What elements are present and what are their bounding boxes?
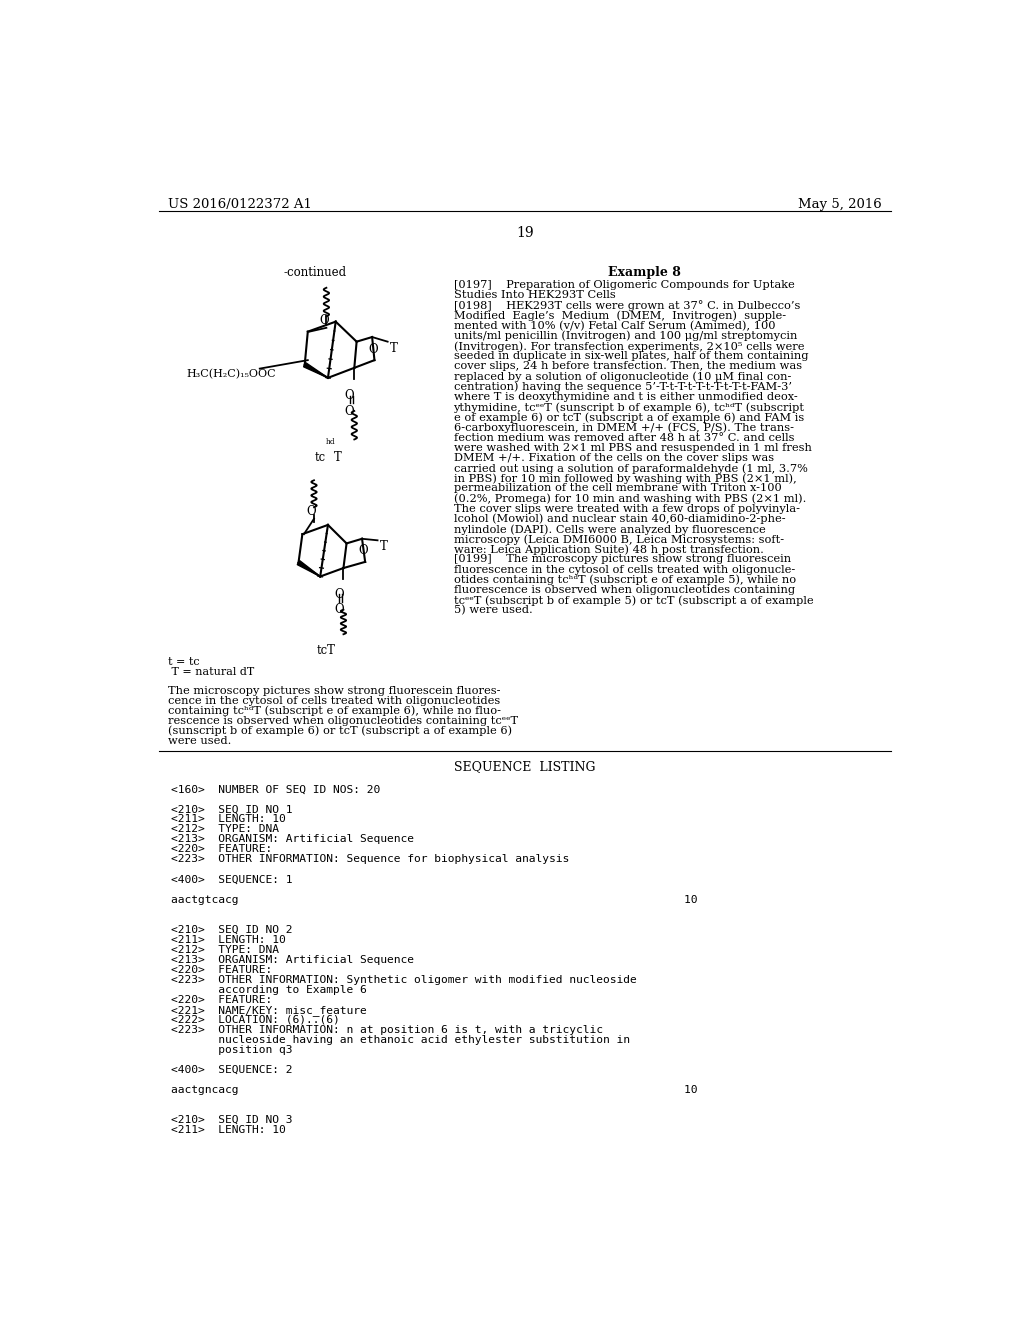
- Text: fluorescence is observed when oligonucleotides containing: fluorescence is observed when oligonucle…: [454, 585, 795, 595]
- Text: microscopy (Leica DMI6000 B, Leica Microsystems: soft-: microscopy (Leica DMI6000 B, Leica Micro…: [454, 535, 783, 545]
- Text: 5) were used.: 5) were used.: [454, 606, 532, 615]
- Text: O: O: [334, 589, 344, 601]
- Text: aactgncacg                                                                  10: aactgncacg 10: [171, 1085, 697, 1094]
- Text: tcT: tcT: [316, 644, 335, 656]
- Text: in PBS) for 10 min followed by washing with PBS (2×1 ml),: in PBS) for 10 min followed by washing w…: [454, 473, 797, 483]
- Text: were used.: were used.: [168, 737, 231, 746]
- Text: O: O: [319, 314, 329, 326]
- Text: <212>  TYPE: DNA: <212> TYPE: DNA: [171, 825, 279, 834]
- Text: tcᵉᵉT (subscript b of example 5) or tcT (subscript a of example: tcᵉᵉT (subscript b of example 5) or tcT …: [454, 595, 813, 606]
- Text: rescence is observed when oligonucleotides containing tcᵉᵉT: rescence is observed when oligonucleotid…: [168, 715, 518, 726]
- Text: T: T: [390, 342, 398, 355]
- Text: O: O: [344, 389, 353, 403]
- Text: (sunscript b of example 6) or tcT (subscript a of example 6): (sunscript b of example 6) or tcT (subsc…: [168, 726, 512, 737]
- Text: mented with 10% (v/v) Fetal Calf Serum (Amimed), 100: mented with 10% (v/v) Fetal Calf Serum (…: [454, 321, 775, 331]
- Text: O: O: [358, 544, 369, 557]
- Text: May 5, 2016: May 5, 2016: [798, 198, 882, 211]
- Text: <223>  OTHER INFORMATION: n at position 6 is t, with a tricyclic: <223> OTHER INFORMATION: n at position 6…: [171, 1024, 603, 1035]
- Text: units/ml penicillin (Invitrogen) and 100 μg/ml streptomycin: units/ml penicillin (Invitrogen) and 100…: [454, 331, 797, 342]
- Polygon shape: [303, 363, 328, 378]
- Text: <220>  FEATURE:: <220> FEATURE:: [171, 995, 272, 1005]
- Text: <210>  SEQ ID NO 1: <210> SEQ ID NO 1: [171, 804, 292, 814]
- Text: [0198]    HEK293T cells were grown at 37° C. in Dulbecco’s: [0198] HEK293T cells were grown at 37° C…: [454, 301, 800, 312]
- Text: fection medium was removed after 48 h at 37° C. and cells: fection medium was removed after 48 h at…: [454, 433, 794, 442]
- Text: were washed with 2×1 ml PBS and resuspended in 1 ml fresh: were washed with 2×1 ml PBS and resuspen…: [454, 442, 811, 453]
- Text: <400>  SEQUENCE: 2: <400> SEQUENCE: 2: [171, 1065, 292, 1074]
- Text: <212>  TYPE: DNA: <212> TYPE: DNA: [171, 945, 279, 954]
- Text: DMEM +/+. Fixation of the cells on the cover slips was: DMEM +/+. Fixation of the cells on the c…: [454, 453, 773, 463]
- Text: (Invitrogen). For transfection experiments, 2×10⁵ cells were: (Invitrogen). For transfection experimen…: [454, 341, 804, 351]
- Text: Modified  Eagle’s  Medium  (DMEM,  Invitrogen)  supple-: Modified Eagle’s Medium (DMEM, Invitroge…: [454, 310, 785, 321]
- Text: nylindole (DAPI). Cells were analyzed by fluorescence: nylindole (DAPI). Cells were analyzed by…: [454, 524, 765, 535]
- Text: e of example 6) or tcT (subscript a of example 6) and FAM is: e of example 6) or tcT (subscript a of e…: [454, 412, 804, 422]
- Text: tc: tc: [314, 451, 326, 465]
- Text: Studies Into HEK293T Cells: Studies Into HEK293T Cells: [454, 290, 615, 300]
- Text: seeded in duplicate in six-well plates, half of them containing: seeded in duplicate in six-well plates, …: [454, 351, 808, 362]
- Text: US 2016/0122372 A1: US 2016/0122372 A1: [168, 198, 312, 211]
- Text: nucleoside having an ethanoic acid ethylester substitution in: nucleoside having an ethanoic acid ethyl…: [171, 1035, 630, 1044]
- Text: containing tcʰᵈT (subscript e of example 6), while no fluo-: containing tcʰᵈT (subscript e of example…: [168, 706, 502, 717]
- Text: The microscopy pictures show strong fluorescein fluores-: The microscopy pictures show strong fluo…: [168, 686, 501, 696]
- Text: <213>  ORGANISM: Artificial Sequence: <213> ORGANISM: Artificial Sequence: [171, 834, 414, 845]
- Text: permeabilization of the cell membrane with Triton x-100: permeabilization of the cell membrane wi…: [454, 483, 781, 494]
- Polygon shape: [297, 561, 321, 577]
- Text: <211>  LENGTH: 10: <211> LENGTH: 10: [171, 814, 286, 825]
- Text: <220>  FEATURE:: <220> FEATURE:: [171, 845, 272, 854]
- Text: <210>  SEQ ID NO 3: <210> SEQ ID NO 3: [171, 1114, 292, 1125]
- Text: position q3: position q3: [171, 1044, 292, 1055]
- Text: The cover slips were treated with a few drops of polyvinyla-: The cover slips were treated with a few …: [454, 504, 800, 513]
- Text: centration) having the sequence 5’-T-t-T-t-T-t-T-t-T-t-FAM-3’: centration) having the sequence 5’-T-t-T…: [454, 381, 792, 392]
- Text: [0197]    Preparation of Oligomeric Compounds for Uptake: [0197] Preparation of Oligomeric Compoun…: [454, 280, 795, 290]
- Text: according to Example 6: according to Example 6: [171, 985, 367, 994]
- Text: aactgtcacg                                                                  10: aactgtcacg 10: [171, 895, 697, 904]
- Text: replaced by a solution of oligonucleotide (10 μM final con-: replaced by a solution of oligonucleotid…: [454, 371, 791, 381]
- Text: 6-carboxyfluorescein, in DMEM +/+ (FCS, P/S). The trans-: 6-carboxyfluorescein, in DMEM +/+ (FCS, …: [454, 422, 794, 433]
- Text: <211>  LENGTH: 10: <211> LENGTH: 10: [171, 935, 286, 945]
- Text: <160>  NUMBER OF SEQ ID NOS: 20: <160> NUMBER OF SEQ ID NOS: 20: [171, 784, 380, 795]
- Text: <220>  FEATURE:: <220> FEATURE:: [171, 965, 272, 974]
- Text: t = tc: t = tc: [168, 657, 200, 668]
- Text: [0199]    The microscopy pictures show strong fluorescein: [0199] The microscopy pictures show stro…: [454, 554, 791, 565]
- Text: Example 8: Example 8: [608, 267, 681, 280]
- Text: cence in the cytosol of cells treated with oligonucleotides: cence in the cytosol of cells treated wi…: [168, 696, 501, 706]
- Text: O: O: [368, 343, 378, 356]
- Text: H₃C(H₂C)₁₅OOC: H₃C(H₂C)₁₅OOC: [186, 368, 275, 379]
- Text: where T is deoxythymidine and t is either unmodified deox-: where T is deoxythymidine and t is eithe…: [454, 392, 798, 401]
- Text: lcohol (Mowiol) and nuclear stain 40,60-diamidino-2-phe-: lcohol (Mowiol) and nuclear stain 40,60-…: [454, 513, 785, 524]
- Text: ythymidine, tcᵉᵉT (sunscript b of example 6), tcʰᵈT (subscript: ythymidine, tcᵉᵉT (sunscript b of exampl…: [454, 403, 805, 413]
- Text: <223>  OTHER INFORMATION: Synthetic oligomer with modified nucleoside: <223> OTHER INFORMATION: Synthetic oligo…: [171, 974, 636, 985]
- Text: <223>  OTHER INFORMATION: Sequence for biophysical analysis: <223> OTHER INFORMATION: Sequence for bi…: [171, 854, 569, 865]
- Text: O: O: [307, 504, 316, 517]
- Text: 19: 19: [516, 226, 534, 240]
- Text: O: O: [344, 405, 353, 418]
- Text: <400>  SEQUENCE: 1: <400> SEQUENCE: 1: [171, 875, 292, 884]
- Text: hd: hd: [326, 438, 336, 446]
- Text: <210>  SEQ ID NO 2: <210> SEQ ID NO 2: [171, 924, 292, 935]
- Text: cover slips, 24 h before transfection. Then, the medium was: cover slips, 24 h before transfection. T…: [454, 362, 802, 371]
- Text: <213>  ORGANISM: Artificial Sequence: <213> ORGANISM: Artificial Sequence: [171, 954, 414, 965]
- Text: T = natural dT: T = natural dT: [168, 667, 255, 677]
- Text: ware: Leica Application Suite) 48 h post transfection.: ware: Leica Application Suite) 48 h post…: [454, 544, 763, 554]
- Text: carried out using a solution of paraformaldehyde (1 ml, 3.7%: carried out using a solution of paraform…: [454, 463, 807, 474]
- Text: fluorescence in the cytosol of cells treated with oligonucle-: fluorescence in the cytosol of cells tre…: [454, 565, 795, 574]
- Text: otides containing tcʰᵈT (subscript e of example 5), while no: otides containing tcʰᵈT (subscript e of …: [454, 574, 796, 585]
- Text: SEQUENCE  LISTING: SEQUENCE LISTING: [454, 760, 596, 774]
- Text: T: T: [380, 540, 388, 553]
- Text: <221>  NAME/KEY: misc_feature: <221> NAME/KEY: misc_feature: [171, 1005, 367, 1015]
- Text: T: T: [334, 451, 341, 465]
- Text: O: O: [334, 603, 344, 616]
- Text: (0.2%, Promega) for 10 min and washing with PBS (2×1 ml).: (0.2%, Promega) for 10 min and washing w…: [454, 494, 806, 504]
- Text: <222>  LOCATION: (6)..(6): <222> LOCATION: (6)..(6): [171, 1015, 339, 1024]
- Text: <211>  LENGTH: 10: <211> LENGTH: 10: [171, 1125, 286, 1135]
- Text: -continued: -continued: [283, 267, 346, 280]
